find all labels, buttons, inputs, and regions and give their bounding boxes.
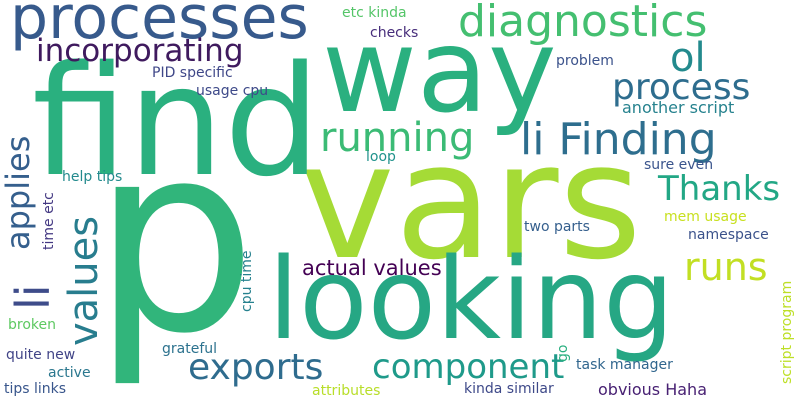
word-running: running	[320, 115, 475, 161]
word-another-script: another script	[622, 98, 735, 117]
word-task-manager: task manager	[576, 357, 673, 373]
word-quite-new: quite new	[6, 347, 76, 363]
word-obvious-haha: obvious Haha	[598, 380, 707, 399]
word-values: values	[61, 215, 107, 346]
word-kinda-similar: kinda similar	[464, 381, 554, 397]
word-exports: exports	[188, 347, 324, 388]
word-li-finding: li Finding	[520, 114, 717, 165]
word-process: process	[612, 67, 751, 108]
word-tips-links: tips links	[4, 381, 67, 397]
word-cpu-time: cpu time	[239, 250, 255, 312]
word-script-program: script program	[779, 280, 795, 384]
word-namespace: namespace	[688, 227, 769, 243]
word-checks: checks	[370, 25, 419, 41]
word-grateful: grateful	[162, 341, 218, 357]
word-incorporating: incorporating	[36, 33, 244, 69]
word-attributes: attributes	[312, 383, 381, 399]
word-help-tips: help tips	[62, 169, 123, 185]
word-runs: runs	[684, 245, 768, 289]
word-go: go	[555, 344, 571, 362]
word-actual-values: actual values	[302, 256, 442, 280]
word-way: way	[322, 4, 557, 139]
word-active: active	[48, 365, 91, 381]
word-broken: broken	[8, 317, 56, 333]
word-problem: problem	[556, 53, 614, 69]
word-usage-cpu: usage cpu	[196, 83, 269, 99]
word-applies: applies	[0, 135, 37, 250]
word-two-parts: two parts	[524, 219, 590, 235]
word-component: component	[372, 347, 565, 387]
word-p: p	[92, 89, 258, 391]
word-looking: looking	[268, 235, 675, 365]
word-loop: loop	[366, 149, 396, 165]
word-pid-specific: PID specific	[152, 65, 233, 81]
word-vars: vars	[300, 108, 642, 295]
word-time-etc: time etc	[41, 192, 57, 250]
word-etc-kinda: etc kinda	[342, 5, 407, 21]
word-processes: processes	[10, 0, 309, 53]
word-sure-even: sure even	[644, 157, 714, 173]
word-li: li	[6, 284, 60, 310]
word-mem-usage: mem usage	[664, 209, 747, 225]
word-thanks: Thanks	[658, 169, 781, 209]
word-diagnostics: diagnostics	[458, 0, 708, 47]
word-find: find	[32, 33, 321, 210]
word-ol: ol	[670, 35, 706, 81]
